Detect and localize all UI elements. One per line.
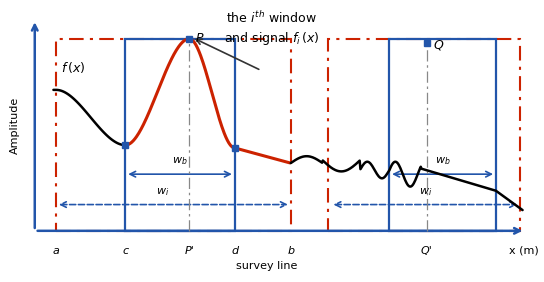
Text: x (m): x (m) bbox=[509, 245, 539, 255]
Text: $w_i$: $w_i$ bbox=[156, 186, 169, 198]
Text: $w_b$: $w_b$ bbox=[435, 155, 450, 167]
Bar bbox=[328, 39, 520, 231]
Bar bbox=[390, 39, 496, 231]
Text: $w_b$: $w_b$ bbox=[172, 155, 188, 167]
Text: Amplitude: Amplitude bbox=[9, 96, 20, 154]
Text: $f\,(x)$: $f\,(x)$ bbox=[61, 60, 86, 75]
Text: c: c bbox=[122, 246, 128, 256]
Text: Q': Q' bbox=[421, 246, 432, 256]
Text: survey line: survey line bbox=[236, 261, 298, 271]
Text: b: b bbox=[287, 246, 294, 256]
Bar bbox=[56, 39, 290, 231]
Text: P': P' bbox=[184, 246, 194, 256]
Bar bbox=[125, 39, 234, 231]
Text: $w_i$: $w_i$ bbox=[419, 186, 432, 198]
Text: the $i^{th}$ window
and signal $f_i\,(x)$: the $i^{th}$ window and signal $f_i\,(x)… bbox=[224, 10, 320, 47]
Text: Q: Q bbox=[433, 38, 443, 51]
Text: d: d bbox=[231, 246, 238, 256]
Text: a: a bbox=[53, 246, 59, 256]
Text: P: P bbox=[196, 32, 203, 45]
